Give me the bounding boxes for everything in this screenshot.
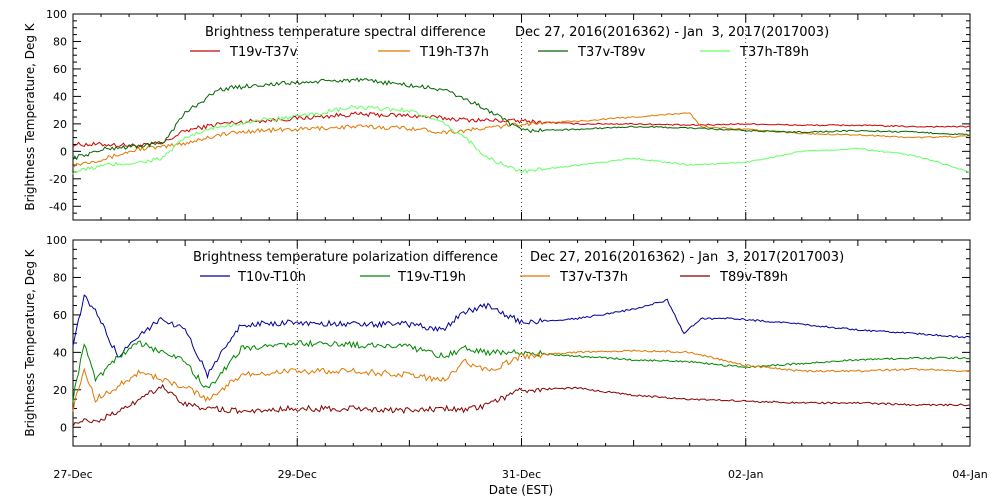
legend-item-t19v-t37v: T19v-T37v [190,45,298,60]
ytick-label-40: 40 [53,346,67,359]
legend-label-t37v-t37h: T37v-T37h [559,270,628,285]
legend-item-t37h-t89h: T37h-T89h [700,45,809,60]
legend-label-t10v-t10h: T10v-T10h [237,270,306,285]
panel-spectral-xticks [72,14,971,220]
panel-spectral-series [72,77,971,175]
legend-item-t89v-t89h: T89v-T89h [680,270,788,285]
ytick-label-100: 100 [46,8,67,21]
ytick-label-100: 100 [46,234,67,247]
ytick-label--40: -40 [49,200,67,213]
ytick-label-40: 40 [53,90,67,103]
panel-polarization-legend: T10v-T10h T19v-T19h T37v-T37h T89v-T89h [200,270,788,285]
series-line-t19h-t37h [72,112,971,168]
series-line-t89v-t89h [72,383,971,427]
legend-item-t10v-t10h: T10v-T10h [200,270,306,285]
panel-spectral-gridlines [296,14,747,220]
legend-label-t19v-t37v: T19v-T37v [229,45,298,60]
xtick-label-29-Dec: 29-Dec [278,468,317,481]
legend-label-t37v-t89v: T37v-T89v [577,45,646,60]
panel-spectral-legend: T19v-T37v T19h-T37h T37v-T89v T37h-T89h [190,45,809,60]
ytick-label-60: 60 [53,63,67,76]
panel-polarization-yticks: 0 20 40 60 80 100 [46,234,970,447]
series-line-t37h-t89h [72,104,971,175]
ytick-label-20: 20 [53,118,67,131]
legend-item-t37v-t37h: T37v-T37h [520,270,628,285]
panel-polarization-title: Brightness temperature polarization diff… [193,250,498,265]
panel-polarization-gridlines [296,240,747,446]
panel-polarization-frame [72,239,971,447]
xtick-label-27-Dec: 27-Dec [53,468,92,481]
panel-spectral-frame [72,13,971,221]
series-line-t19v-t19h [72,339,971,403]
panel-spectral-yticks: -40 -20 0 20 40 60 80 100 [46,8,970,221]
legend-item-t19v-t19h: T19v-T19h [360,270,466,285]
panel-polarization-date-range: Dec 27, 2016(2016362) - Jan 3, 2017(2017… [530,250,844,265]
panel-polarization-xtick-labels: 27-Dec 29-Dec 31-Dec 02-Jan 04-Jan [53,468,987,481]
ytick-label-80: 80 [53,35,67,48]
series-line-t37v-t37h [72,349,971,412]
panel-polarization-series [72,294,971,427]
legend-item-t37v-t89v: T37v-T89v [538,45,646,60]
series-line-t10v-t10h [72,294,971,380]
ytick-label-0: 0 [60,421,67,434]
ytick-label-0: 0 [60,145,67,158]
ytick-label-20: 20 [53,384,67,397]
xtick-label-02-Jan: 02-Jan [728,468,764,481]
panel-spectral-date-range: Dec 27, 2016(2016362) - Jan 3, 2017(2017… [515,25,829,40]
panel-polarization-ylabel: Brightness Temperature, Deg K [23,248,37,436]
panel-spectral-ylabel: Brightness Temperature, Deg K [23,22,37,210]
x-axis-label: Date (EST) [489,483,553,497]
panel-polarization: Brightness temperature polarization diff… [23,234,988,497]
panel-spectral-title: Brightness temperature spectral differen… [205,25,486,40]
legend-label-t89v-t89h: T89v-T89h [719,270,788,285]
panel-polarization-xticks [72,240,971,446]
series-line-t37v-t89v [72,77,971,161]
ytick-label-80: 80 [53,271,67,284]
legend-label-t19h-t37h: T19h-T37h [419,45,489,60]
series-line-t19v-t37v [72,111,971,149]
legend-label-t19v-t19h: T19v-T19h [397,270,466,285]
xtick-label-04-Jan: 04-Jan [952,468,988,481]
ytick-label--20: -20 [49,173,67,186]
ytick-label-60: 60 [53,309,67,322]
panel-spectral: Brightness temperature spectral differen… [23,8,971,221]
legend-item-t19h-t37h: T19h-T37h [378,45,489,60]
xtick-label-31-Dec: 31-Dec [502,468,541,481]
legend-label-t37h-t89h: T37h-T89h [739,45,809,60]
